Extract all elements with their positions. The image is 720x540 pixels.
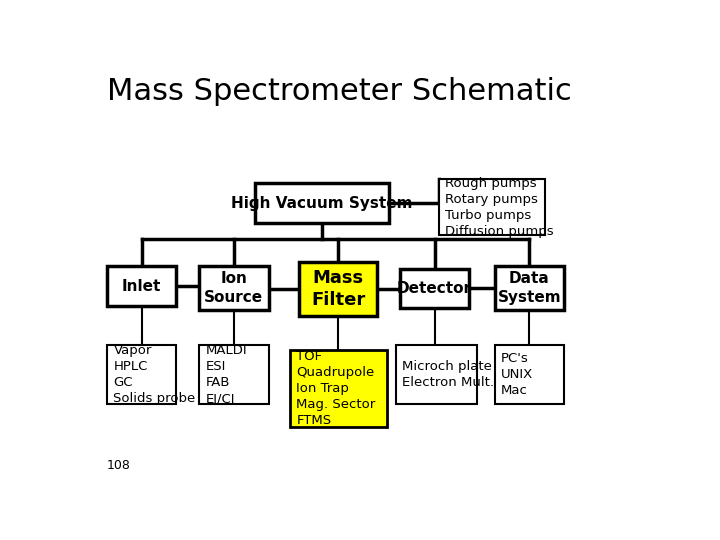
Text: PC's
UNIX
Mac: PC's UNIX Mac [501,352,534,397]
FancyBboxPatch shape [396,346,477,404]
Text: Rough pumps
Rotary pumps
Turbo pumps
Diffusion pumps: Rough pumps Rotary pumps Turbo pumps Dif… [446,177,554,238]
Text: Microch plate
Electron Mult.: Microch plate Electron Mult. [402,360,495,389]
Text: 108: 108 [107,460,130,472]
Text: Data
System: Data System [498,272,561,305]
FancyBboxPatch shape [495,346,564,404]
FancyBboxPatch shape [438,179,545,235]
Text: Ion
Source: Ion Source [204,272,264,305]
FancyBboxPatch shape [107,346,176,404]
Text: Inlet: Inlet [122,279,161,294]
FancyBboxPatch shape [300,262,377,316]
Text: Detector: Detector [397,281,472,296]
FancyBboxPatch shape [199,346,269,404]
Text: High Vacuum System: High Vacuum System [231,195,413,211]
FancyBboxPatch shape [255,183,389,223]
Text: MALDI
ESI
FAB
EI/CI: MALDI ESI FAB EI/CI [205,344,247,405]
FancyBboxPatch shape [400,268,469,308]
FancyBboxPatch shape [289,349,387,427]
Text: TOF
Quadrupole
Ion Trap
Mag. Sector
FTMS: TOF Quadrupole Ion Trap Mag. Sector FTMS [297,349,376,427]
Text: Mass Spectrometer Schematic: Mass Spectrometer Schematic [107,77,572,106]
FancyBboxPatch shape [199,266,269,310]
FancyBboxPatch shape [495,266,564,310]
FancyBboxPatch shape [107,266,176,306]
Text: Mass
Filter: Mass Filter [311,269,366,309]
Text: Vapor
HPLC
GC
Solids probe: Vapor HPLC GC Solids probe [114,344,196,405]
